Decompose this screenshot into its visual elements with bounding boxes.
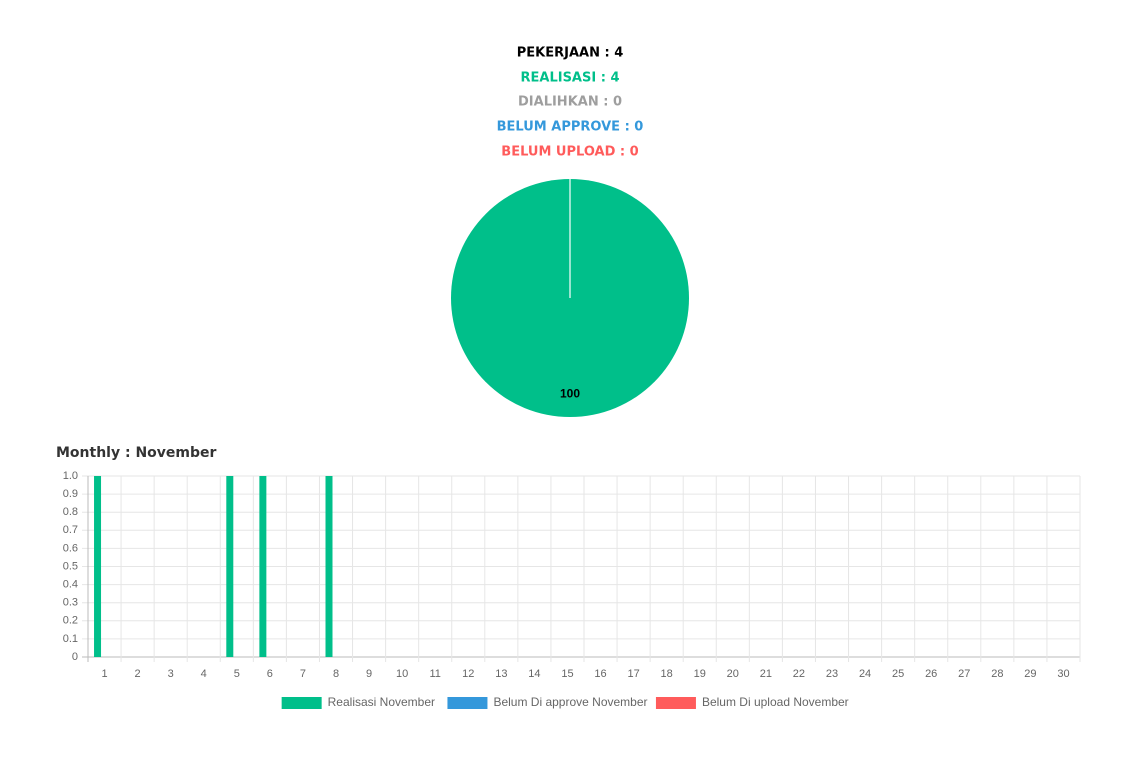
y-tick-label: 0.2 [63,615,78,627]
y-tick-label: 0 [72,651,78,663]
x-tick-label: 24 [859,668,871,680]
x-tick-label: 29 [1024,668,1036,680]
summary-dialihkan: DIALIHKAN : 0 [518,95,622,110]
data-label: 100 [560,387,580,401]
summary-total: PEKERJAAN : 4 [517,46,624,61]
x-tick-label: 14 [528,668,540,680]
bar [259,476,267,657]
legend-label: Belum Di upload November [702,695,849,709]
legend-swatch [655,697,696,709]
x-tick-label: 28 [991,668,1003,680]
y-tick-label: 1.0 [63,470,78,482]
y-tick-label: 0.7 [63,524,78,536]
summary-approve: BELUM APPROVE : 0 [497,120,644,135]
x-tick-label: 10 [396,668,408,680]
x-tick-label: 20 [727,668,739,680]
legend-swatch [447,697,488,709]
x-tick-label: 22 [793,668,805,680]
bar [226,476,234,657]
x-tick-label: 21 [760,668,772,680]
x-tick-label: 1 [101,668,107,680]
x-tick-label: 6 [267,668,273,680]
y-tick-label: 0.3 [63,597,78,609]
summary-upload: BELUM UPLOAD : 0 [501,145,638,160]
y-tick-label: 0.1 [63,633,78,645]
x-tick-label: 25 [892,668,904,680]
y-tick-label: 0.8 [63,506,78,518]
x-tick-label: 2 [135,668,141,680]
x-tick-label: 26 [925,668,937,680]
bar-title: Monthly : November [56,445,217,461]
x-tick-label: 17 [627,668,639,680]
x-tick-label: 18 [661,668,673,680]
legend-label: Belum Di approve November [493,695,647,709]
x-tick-label: 23 [826,668,838,680]
legend-label: Realisasi November [328,695,435,709]
x-tick-label: 12 [462,668,474,680]
x-tick-label: 7 [300,668,306,680]
x-tick-label: 15 [561,668,573,680]
y-tick-label: 0.9 [63,488,78,500]
legend-swatch [281,697,322,709]
bar [325,476,333,657]
bar [94,476,102,657]
x-tick-label: 30 [1057,668,1069,680]
x-tick-label: 9 [366,668,372,680]
summary-realisasi: REALISASI : 4 [521,71,620,86]
x-tick-label: 8 [333,668,339,680]
x-tick-label: 3 [168,668,174,680]
y-tick-label: 0.4 [63,579,78,591]
x-tick-label: 5 [234,668,240,680]
x-tick-label: 13 [495,668,507,680]
y-tick-label: 0.6 [63,542,78,554]
x-tick-label: 16 [594,668,606,680]
x-tick-label: 19 [694,668,706,680]
x-tick-label: 27 [958,668,970,680]
x-tick-label: 11 [429,668,440,680]
y-tick-label: 0.5 [63,560,78,572]
x-tick-label: 4 [201,668,207,680]
